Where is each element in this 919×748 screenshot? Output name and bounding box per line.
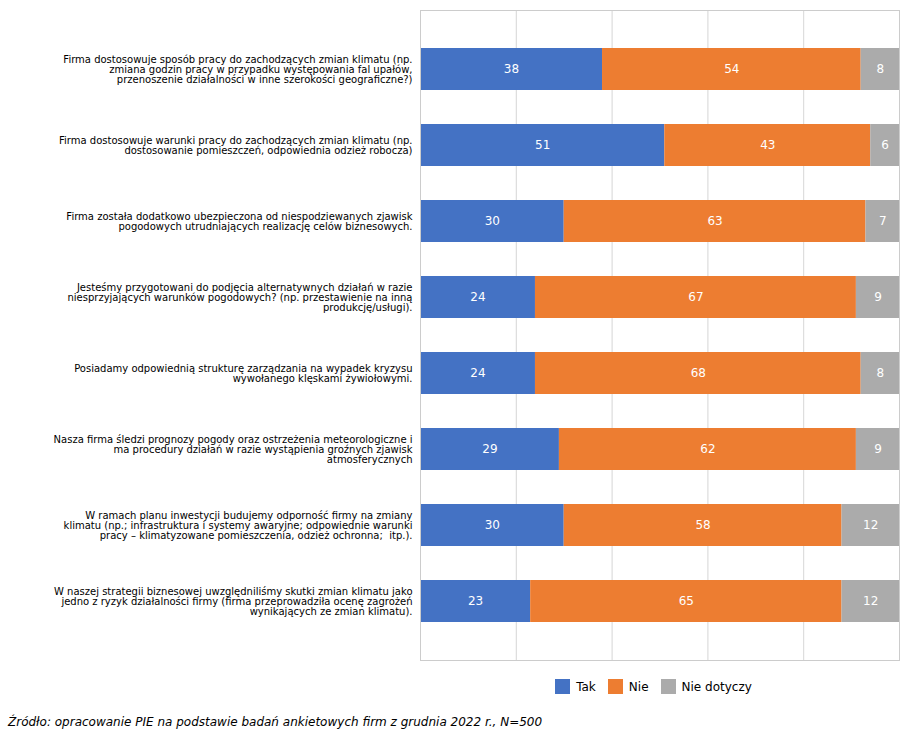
svg-text:24: 24	[470, 366, 485, 380]
svg-text:29: 29	[482, 442, 497, 456]
svg-text:51: 51	[535, 138, 550, 152]
svg-text:W naszej strategii biznesowej: W naszej strategii biznesowej uwzględnil…	[54, 586, 412, 617]
svg-text:8: 8	[877, 366, 885, 380]
svg-text:Firma dostosowuje warunki prac: Firma dostosowuje warunki pracy do zacho…	[59, 135, 413, 156]
svg-text:58: 58	[695, 518, 710, 532]
svg-text:38: 38	[504, 62, 519, 76]
svg-text:W ramach planu inwestycji budu: W ramach planu inwestycji budujemy odpor…	[64, 510, 413, 541]
svg-text:65: 65	[679, 594, 694, 608]
svg-text:9: 9	[874, 290, 882, 304]
svg-text:68: 68	[691, 366, 706, 380]
svg-text:67: 67	[688, 290, 703, 304]
svg-text:Nasza firma śledzi prognozy po: Nasza firma śledzi prognozy pogody oraz …	[54, 434, 413, 465]
svg-text:12: 12	[863, 594, 878, 608]
svg-text:23: 23	[468, 594, 483, 608]
html-text:Nie: Nie	[628, 679, 649, 694]
svg-text:63: 63	[707, 214, 722, 228]
svg-text:7: 7	[879, 214, 887, 228]
svg-text:12: 12	[863, 518, 878, 532]
svg-text:8: 8	[877, 62, 885, 76]
svg-text:Firma została dodatkowo ubezpi: Firma została dodatkowo ubezpieczona od …	[66, 211, 412, 232]
svg-text:Jesteśmy przygotowani do podję: Jesteśmy przygotowani do podjęcia altern…	[67, 282, 412, 313]
html-text:Źródło: opracowanie PIE na pod: Źródło: opracowanie PIE na podstawie bad…	[8, 715, 543, 729]
svg-text:Firma dostosowuje sposób pracy: Firma dostosowuje sposób pracy do zachod…	[63, 54, 412, 85]
svg-text:62: 62	[700, 442, 715, 456]
svg-text:54: 54	[724, 62, 739, 76]
svg-text:24: 24	[470, 290, 485, 304]
html-text:Nie dotyczy: Nie dotyczy	[681, 679, 752, 694]
svg-text:43: 43	[760, 138, 775, 152]
svg-text:6: 6	[881, 138, 889, 152]
svg-text:Posiadamy odpowiednią struktur: Posiadamy odpowiednią strukturę zarządza…	[74, 363, 412, 384]
svg-text:9: 9	[874, 442, 882, 456]
html-text:Tak: Tak	[576, 679, 596, 694]
svg-text:30: 30	[485, 214, 500, 228]
svg-text:30: 30	[485, 518, 500, 532]
